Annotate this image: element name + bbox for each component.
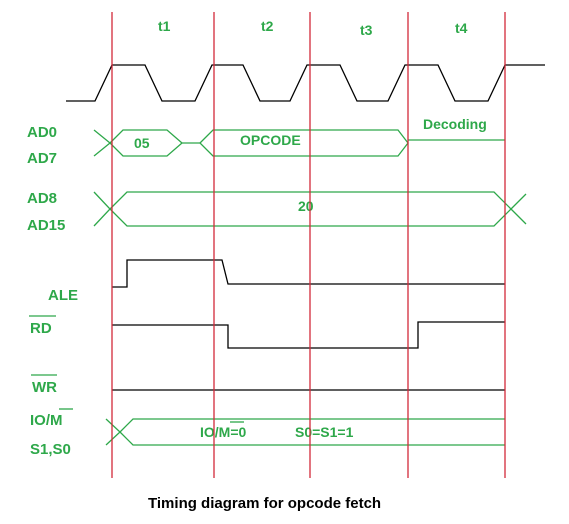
ale-waveform xyxy=(112,259,505,288)
t-state-label-t4: t4 xyxy=(455,20,468,36)
signal-label-io-m: IO/M xyxy=(30,412,63,429)
signal-label-ad8: AD8 xyxy=(27,190,57,207)
io-m-status-bus xyxy=(105,418,505,446)
status-value: S0=S1=1 xyxy=(295,424,354,440)
signal-label-s1-s0: S1,S0 xyxy=(30,441,71,458)
io-m-value: IO/M=0 xyxy=(200,424,247,440)
low-address-value: 05 xyxy=(134,135,150,151)
ad8-ad15-bus xyxy=(93,191,527,227)
t-state-label-t2: t2 xyxy=(261,18,274,34)
t-state-label-t1: t1 xyxy=(158,18,171,34)
signal-label-ad0: AD0 xyxy=(27,124,57,141)
clock-waveform xyxy=(66,64,545,102)
signal-label-rd: RD xyxy=(30,320,52,337)
t-state-label-t3: t3 xyxy=(360,22,373,38)
signal-label-wr: WR xyxy=(32,379,57,396)
signal-label-ale: ALE xyxy=(48,287,78,304)
opcode-value: OPCODE xyxy=(240,132,301,148)
diagram-caption: Timing diagram for opcode fetch xyxy=(148,495,381,512)
decoding-value: Decoding xyxy=(423,116,487,132)
signal-label-ad15: AD15 xyxy=(27,217,65,234)
high-address-value: 20 xyxy=(298,198,314,214)
signal-label-ad7: AD7 xyxy=(27,150,57,167)
rd-waveform xyxy=(112,321,505,349)
